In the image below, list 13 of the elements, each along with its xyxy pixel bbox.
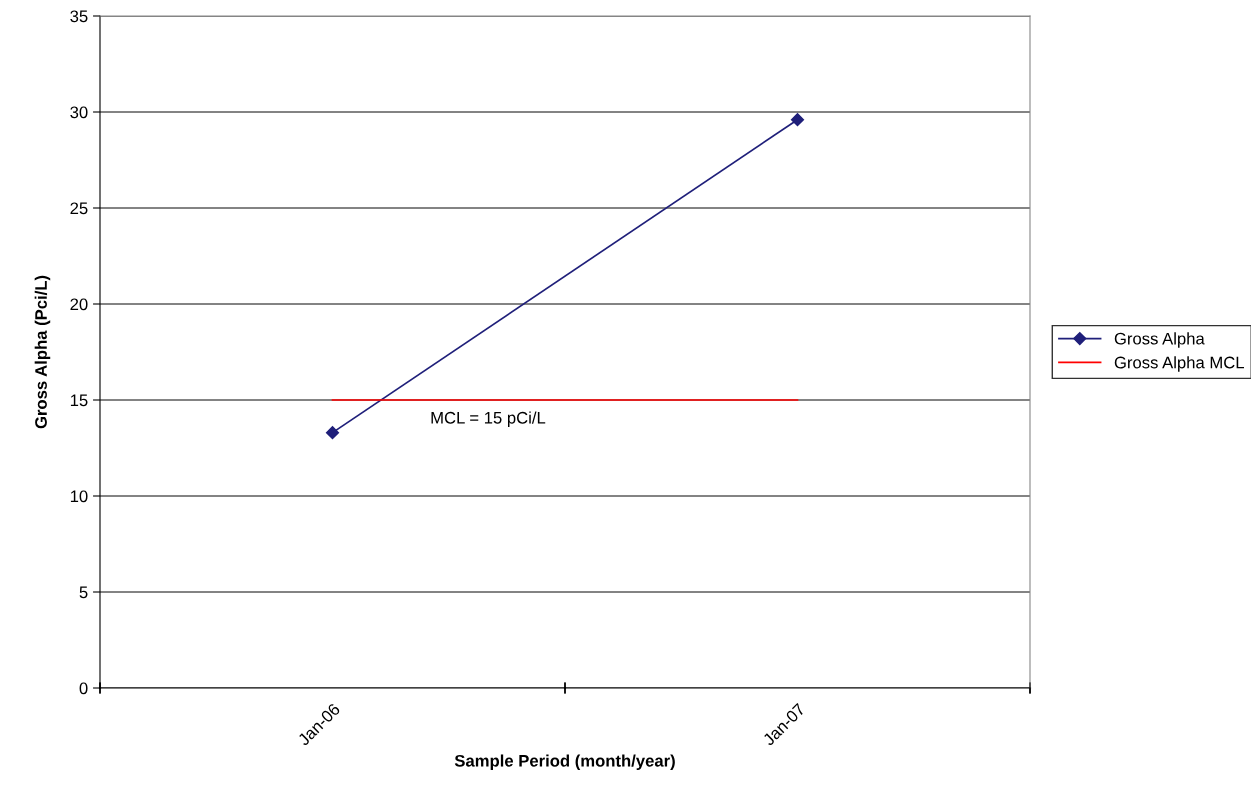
y-axis-title: Gross Alpha (Pci/L): [34, 275, 51, 429]
legend-label: Gross Alpha MCL: [1114, 356, 1245, 372]
y-tick-label: 25: [70, 202, 88, 215]
y-tick-label: 20: [70, 298, 88, 311]
x-axis-title: Sample Period (month/year): [454, 754, 675, 770]
y-tick-label: 10: [70, 490, 88, 503]
legend-label: Gross Alpha: [1114, 332, 1205, 348]
y-tick-label: 30: [70, 106, 88, 119]
y-tick-label: 5: [79, 586, 88, 599]
y-tick-label: 0: [79, 682, 88, 695]
y-tick-label: 15: [70, 394, 88, 407]
annotation: MCL = 15 pCi/L: [431, 411, 546, 427]
y-tick-label: 35: [70, 10, 88, 23]
